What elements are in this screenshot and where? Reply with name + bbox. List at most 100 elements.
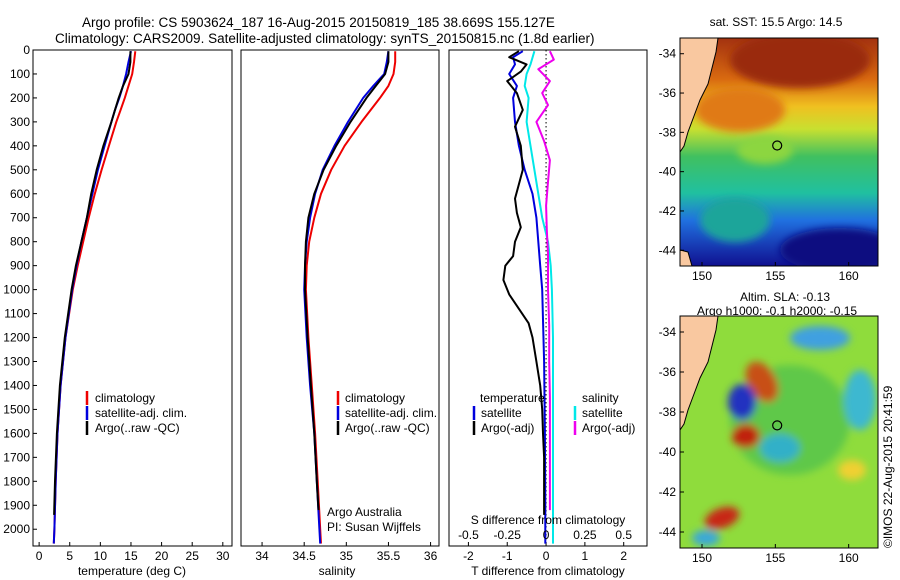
x-tick-label: 30 — [216, 549, 230, 563]
header-line1: Argo profile: CS 5903624_187 16-Aug-2015… — [82, 15, 555, 30]
x-tick-label: 0 — [36, 549, 43, 563]
sla-high-center — [732, 424, 760, 448]
salinity-series — [303, 51, 397, 544]
sst-map-frame — [679, 37, 879, 267]
s-diff-tick-label: -0.5 — [458, 528, 479, 542]
series-temperature-argo-adj- — [502, 50, 546, 515]
difference-xlabel-top: S difference from climatology — [471, 513, 626, 527]
sla-map — [680, 316, 878, 548]
lat-tick-label: -40 — [659, 445, 677, 459]
lat-tick-label: -34 — [659, 47, 677, 61]
depth-tick-label: 100 — [10, 67, 30, 81]
sla-high-north — [745, 361, 779, 403]
sla-high-east — [838, 460, 866, 480]
lon-tick-label: 160 — [839, 551, 859, 565]
legend-label-t-satellite: satellite — [481, 406, 522, 420]
legend-label-s-satellite: satellite — [582, 406, 623, 420]
depth-tick-label: 1900 — [3, 498, 30, 512]
sla-land-australia — [680, 316, 719, 431]
lat-tick-label: -44 — [659, 243, 677, 257]
temperature-series — [52, 50, 137, 544]
series-argo-raw-qc- — [304, 51, 390, 511]
legend-label-satellite: satellite-adj. clim. — [345, 406, 437, 420]
legend-label-satellite: satellite-adj. clim. — [95, 406, 187, 420]
imos-timestamp: ©IMOS 22-Aug-2015 20:41:59 — [881, 385, 895, 548]
sst-land-tasmania — [680, 249, 693, 266]
s-diff-tick-label: 0.25 — [573, 528, 597, 542]
depth-tick-label: 500 — [10, 163, 30, 177]
series-temperature-satellite — [508, 50, 547, 544]
depth-tick-label: 2000 — [3, 522, 30, 536]
series-climatology — [52, 51, 137, 544]
sla-map-subtitle: Argo h1000: -0.1 h2000: -0.15 — [697, 304, 857, 318]
legend-label-climatology: climatology — [345, 391, 405, 405]
legend-header-salinity: salinity — [582, 391, 619, 405]
salinity-xlabel: salinity — [319, 564, 356, 578]
sst-warm-core — [730, 38, 870, 88]
lat-tick-label: -40 — [659, 165, 677, 179]
legend-label-t-argo: Argo(-adj) — [481, 421, 534, 435]
series-salinity-satellite — [523, 50, 554, 544]
x-tick-label: 15 — [124, 549, 138, 563]
lon-tick-label: 160 — [839, 269, 859, 283]
difference-x-ticks: -2 -1 0 1 2 — [463, 542, 627, 563]
temperature-panel-frame — [32, 49, 233, 547]
x-tick-label: 5 — [66, 549, 73, 563]
depth-tick-label: 1700 — [3, 450, 30, 464]
sla-low-south — [692, 530, 720, 546]
depth-tick-label: 1800 — [3, 474, 30, 488]
sst-cool-eddy — [700, 198, 770, 242]
x-tick-label: 34 — [255, 549, 269, 563]
salinity-panel-frame — [240, 49, 440, 547]
depth-tick-label: 0 — [23, 43, 30, 57]
salinity-x-ticks: 34 34.5 35 35.5 36 — [255, 542, 438, 563]
sla-map-axes: 150 155 160 -34 -36 -38 -40 -42 -44 — [659, 325, 859, 565]
salinity-legend: climatology satellite-adj. clim. Argo(..… — [336, 391, 437, 435]
sst-argo-position-marker — [772, 140, 783, 151]
sst-warm-tongue — [695, 88, 785, 132]
institution-label: Argo Australia — [327, 505, 402, 519]
sla-argo-position-marker — [772, 420, 783, 431]
difference-panel-frame — [448, 49, 648, 547]
depth-tick-label: 1500 — [3, 402, 30, 416]
depth-tick-label: 700 — [10, 211, 30, 225]
depth-tick-label: 1000 — [3, 283, 30, 297]
s-diff-tick-label: -0.25 — [494, 528, 522, 542]
depth-tick-label: 1100 — [4, 307, 30, 321]
sst-map-axes: 150 155 160 -34 -36 -38 -40 -42 -44 — [659, 47, 859, 283]
sst-land-australia — [680, 38, 719, 153]
sst-warm-eddy — [737, 136, 793, 164]
lat-tick-label: -38 — [659, 405, 677, 419]
depth-tick-label: 200 — [10, 91, 30, 105]
x-tick-label: 35 — [340, 549, 354, 563]
lat-tick-label: -36 — [659, 86, 677, 100]
sst-map-title: sat. SST: 15.5 Argo: 14.5 — [710, 15, 843, 29]
series-satellite-adj-clim- — [52, 50, 132, 544]
x-tick-label: 20 — [155, 549, 169, 563]
lon-tick-label: 150 — [692, 269, 712, 283]
depth-tick-label: 1300 — [3, 354, 30, 368]
legend-label-climatology: climatology — [95, 391, 155, 405]
depth-tick-label: 600 — [10, 187, 30, 201]
series-argo-raw-qc- — [53, 51, 132, 515]
series-climatology — [304, 51, 397, 544]
s-diff-tick-label: 0 — [543, 528, 550, 542]
depth-tick-label: 900 — [10, 259, 30, 273]
temperature-legend: climatology satellite-adj. clim. Argo(..… — [85, 391, 187, 435]
legend-header-temperature: temperature — [480, 391, 545, 405]
legend-label-s-argo: Argo(-adj) — [582, 421, 635, 435]
x-tick-label: 25 — [186, 549, 200, 563]
difference-xlabel: T difference from climatology — [471, 564, 625, 578]
sla-low-west — [728, 384, 756, 420]
salinity-difference-tick-labels: -0.5 -0.25 0 0.25 0.5 — [458, 528, 632, 542]
legend-label-argo: Argo(..raw -QC) — [345, 421, 430, 435]
lat-tick-label: -42 — [659, 204, 677, 218]
difference-series — [502, 50, 555, 544]
depth-tick-label: 1400 — [3, 378, 30, 392]
depth-tick-label: 1600 — [3, 426, 30, 440]
x-tick-label: 0 — [543, 549, 550, 563]
s-diff-tick-label: 0.5 — [615, 528, 632, 542]
lat-tick-label: -42 — [659, 485, 677, 499]
difference-legend: temperature satellite Argo(-adj) salinit… — [472, 391, 635, 435]
lat-tick-label: -36 — [659, 365, 677, 379]
